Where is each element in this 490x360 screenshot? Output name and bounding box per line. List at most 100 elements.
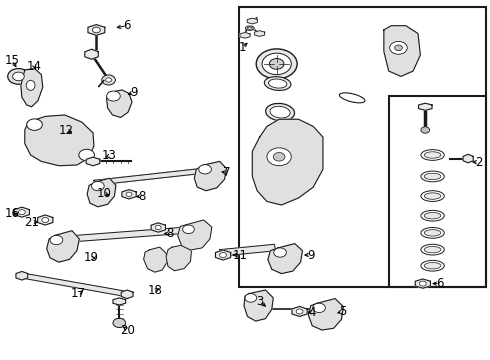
Circle shape [419, 281, 426, 286]
Circle shape [267, 148, 291, 166]
Ellipse shape [424, 212, 441, 219]
Polygon shape [151, 223, 166, 232]
Circle shape [183, 225, 195, 234]
Circle shape [93, 27, 100, 33]
Polygon shape [14, 207, 29, 217]
Ellipse shape [421, 191, 444, 202]
Circle shape [199, 165, 211, 174]
Text: 20: 20 [120, 324, 135, 337]
Circle shape [390, 41, 407, 54]
Circle shape [155, 225, 161, 230]
Polygon shape [25, 115, 94, 166]
Circle shape [106, 78, 112, 82]
Text: 4: 4 [309, 306, 316, 319]
Circle shape [13, 72, 24, 81]
Ellipse shape [421, 260, 444, 271]
Polygon shape [86, 157, 100, 166]
Circle shape [27, 119, 42, 130]
Ellipse shape [424, 173, 441, 180]
Polygon shape [252, 119, 323, 205]
Circle shape [79, 149, 95, 161]
Polygon shape [121, 290, 133, 298]
Circle shape [113, 318, 125, 328]
Circle shape [126, 192, 132, 197]
Ellipse shape [421, 228, 444, 238]
Text: 5: 5 [339, 305, 346, 318]
Ellipse shape [247, 27, 252, 29]
Polygon shape [244, 290, 273, 321]
Polygon shape [240, 32, 250, 38]
Polygon shape [220, 244, 276, 256]
Text: 18: 18 [147, 284, 162, 297]
Polygon shape [216, 250, 231, 260]
Circle shape [394, 45, 402, 51]
Polygon shape [21, 68, 43, 107]
Text: 1: 1 [238, 41, 246, 54]
Text: 14: 14 [27, 60, 42, 73]
Circle shape [270, 59, 284, 69]
Polygon shape [268, 244, 302, 274]
Circle shape [421, 127, 430, 133]
Polygon shape [87, 178, 116, 207]
Text: 15: 15 [5, 54, 20, 67]
Polygon shape [52, 226, 205, 243]
Polygon shape [254, 31, 265, 36]
Circle shape [8, 68, 29, 84]
Polygon shape [195, 161, 226, 191]
Polygon shape [144, 247, 167, 272]
Circle shape [42, 217, 49, 222]
Circle shape [256, 49, 297, 79]
Text: 21: 21 [24, 216, 39, 229]
Polygon shape [308, 298, 343, 330]
Ellipse shape [424, 193, 441, 199]
Ellipse shape [424, 152, 441, 158]
Text: 8: 8 [166, 227, 173, 240]
Text: 13: 13 [102, 149, 117, 162]
Ellipse shape [424, 247, 441, 253]
Polygon shape [415, 279, 430, 288]
Polygon shape [247, 18, 257, 24]
Circle shape [50, 235, 63, 245]
Circle shape [107, 91, 120, 101]
Text: 7: 7 [223, 166, 231, 179]
Polygon shape [47, 231, 79, 262]
Polygon shape [107, 90, 132, 117]
Text: 6: 6 [436, 277, 443, 290]
Text: 10: 10 [96, 187, 111, 200]
Ellipse shape [421, 150, 444, 160]
Polygon shape [122, 190, 136, 199]
Polygon shape [166, 244, 192, 271]
Bar [239, 7, 486, 287]
Text: 8: 8 [138, 190, 146, 203]
Text: 9: 9 [130, 86, 138, 99]
Ellipse shape [424, 262, 441, 269]
Circle shape [245, 294, 257, 302]
Text: 6: 6 [123, 19, 131, 32]
Ellipse shape [269, 79, 287, 88]
Polygon shape [418, 103, 432, 111]
Polygon shape [94, 166, 223, 185]
Ellipse shape [264, 77, 291, 90]
Circle shape [92, 181, 104, 191]
Text: 17: 17 [71, 287, 86, 300]
Circle shape [274, 248, 287, 257]
Ellipse shape [421, 171, 444, 182]
Text: 11: 11 [233, 248, 247, 261]
Polygon shape [88, 24, 105, 35]
Polygon shape [463, 154, 473, 163]
Polygon shape [292, 306, 307, 316]
Text: 16: 16 [4, 207, 20, 220]
Circle shape [296, 309, 303, 314]
Ellipse shape [26, 80, 35, 90]
Ellipse shape [421, 244, 444, 255]
Text: 19: 19 [84, 251, 99, 264]
Circle shape [313, 303, 325, 312]
Ellipse shape [245, 26, 254, 30]
Ellipse shape [266, 103, 294, 121]
Circle shape [102, 75, 116, 85]
Ellipse shape [270, 106, 290, 118]
Ellipse shape [340, 93, 365, 103]
Bar [389, 96, 486, 287]
Text: 12: 12 [59, 124, 74, 137]
Circle shape [262, 53, 291, 75]
